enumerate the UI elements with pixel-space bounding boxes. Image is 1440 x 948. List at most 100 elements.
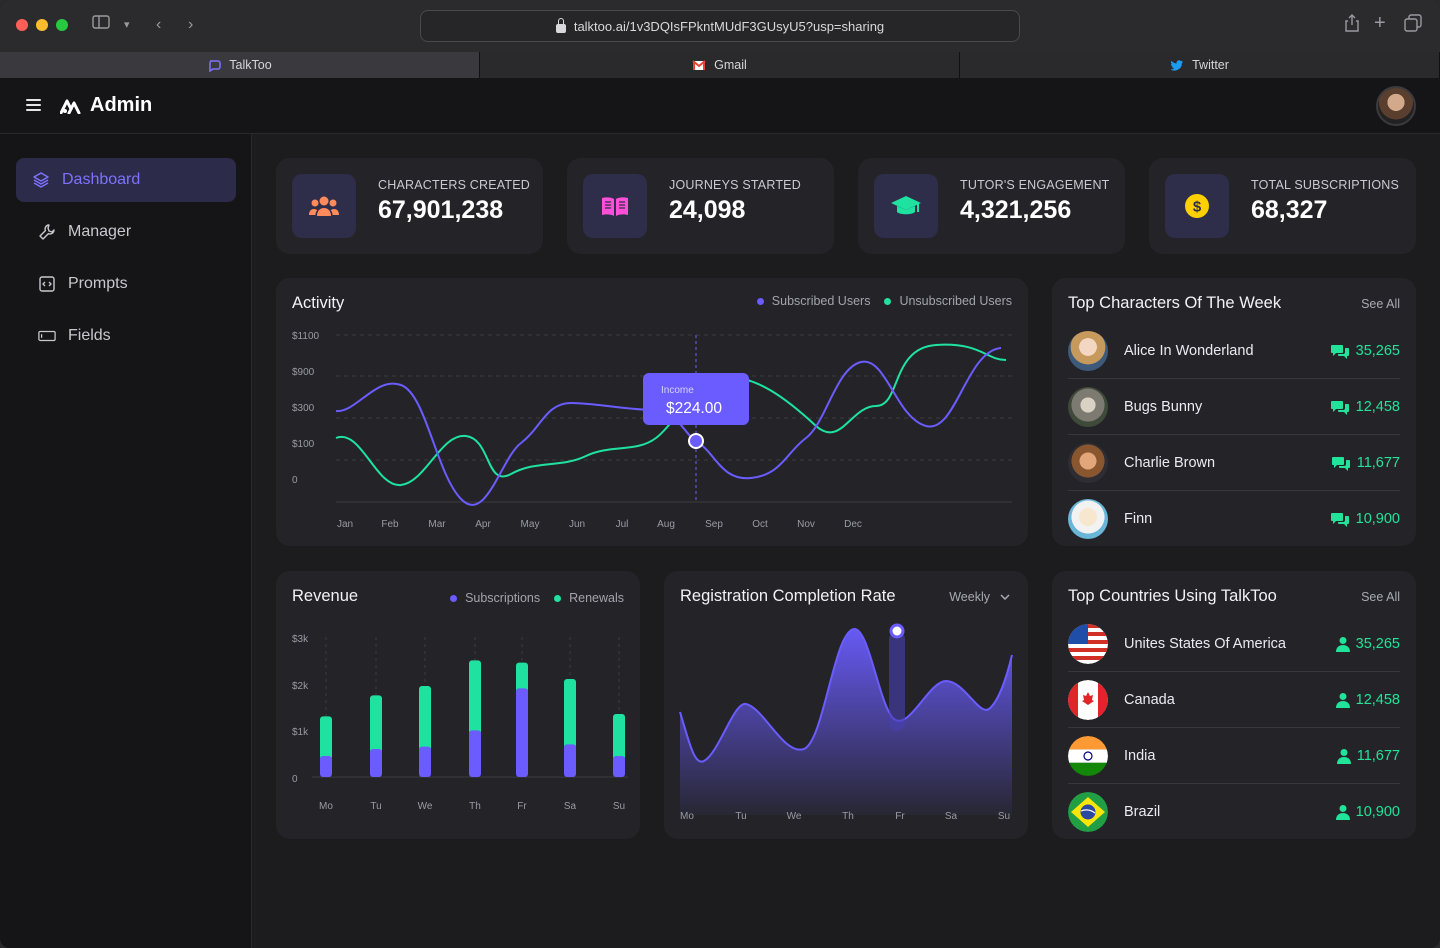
legend-label: Subscriptions [465, 591, 541, 605]
tab-overview-icon[interactable] [1404, 14, 1422, 39]
bar-subscriptions[interactable] [370, 749, 382, 777]
legend-label: Renewals [569, 591, 624, 605]
bar-renewals[interactable] [320, 716, 332, 760]
sidebar-item-fields[interactable]: Fields [16, 314, 236, 358]
period-dropdown[interactable]: Weekly [949, 590, 1010, 604]
country-count-value: 35,265 [1355, 635, 1400, 652]
close-window-button[interactable] [16, 19, 28, 31]
country-row[interactable]: Unites States Of America 35,265 [1068, 616, 1400, 672]
y-tick: $100 [292, 439, 315, 450]
sidebar: Dashboard Manager Prompts Fields [0, 134, 252, 948]
bar-subscriptions[interactable] [564, 744, 576, 777]
legend-renewals[interactable]: Renewals [554, 591, 624, 605]
x-tick: Sa [945, 811, 958, 822]
tooltip-label: Income [661, 385, 694, 396]
x-tick: We [418, 801, 433, 812]
menu-icon[interactable] [26, 99, 41, 111]
character-count: 35,265 [1330, 343, 1400, 359]
tab-gmail[interactable]: Gmail [480, 52, 960, 78]
revenue-legend: Subscriptions Renewals [450, 591, 624, 605]
series-subscribed-line [335, 347, 1002, 506]
user-icon [1335, 805, 1350, 820]
user-avatar[interactable] [1376, 86, 1416, 126]
legend-subscriptions[interactable]: Subscriptions [450, 591, 540, 605]
x-tick: May [521, 519, 540, 530]
y-tick: $1100 [292, 331, 320, 342]
series-unsubscribed-line [335, 343, 1007, 487]
hover-point[interactable] [688, 433, 704, 449]
legend-unsubscribed[interactable]: Unsubscribed Users [884, 294, 1012, 308]
forward-arrow-icon[interactable]: › [188, 16, 194, 33]
user-icon [1335, 692, 1350, 708]
country-count-value: 12,458 [1355, 691, 1400, 708]
back-arrow-icon[interactable]: ‹ [156, 16, 162, 33]
country-row[interactable]: Brazil 10,900 [1068, 784, 1400, 840]
bar-renewals[interactable] [564, 679, 576, 749]
chat-icon [1330, 513, 1349, 527]
bar-renewals[interactable] [419, 686, 431, 751]
minimize-window-button[interactable] [36, 19, 48, 31]
bar-renewals[interactable] [516, 662, 528, 693]
sidebar-item-dashboard[interactable]: Dashboard [16, 158, 236, 202]
maximize-window-button[interactable] [56, 19, 68, 31]
bar-subscriptions[interactable] [516, 688, 528, 777]
stat-card-characters: CHARACTERS CREATED 67,901,238 [276, 158, 543, 254]
y-tick: $300 [292, 403, 315, 414]
country-name: Unites States Of America [1124, 635, 1286, 652]
tab-talktoo[interactable]: TalkToo [0, 52, 480, 78]
chevron-down-icon [1000, 594, 1010, 600]
character-row[interactable]: Bugs Bunny 12,458 [1068, 379, 1400, 435]
x-tick: Th [842, 811, 854, 822]
bar-subscriptions[interactable] [320, 756, 332, 777]
bar-subscriptions[interactable] [419, 746, 431, 777]
character-count-value: 10,900 [1355, 511, 1400, 527]
character-name: Alice In Wonderland [1124, 342, 1254, 359]
app-header: Admin [0, 78, 1440, 134]
tooltip-value: $224.00 [666, 400, 722, 417]
character-avatar [1068, 442, 1108, 483]
layers-icon [32, 171, 50, 189]
sidebar-item-manager[interactable]: Manager [16, 210, 236, 254]
x-tick: Fr [517, 801, 527, 812]
sidebar-item-label: Dashboard [62, 171, 141, 188]
character-row[interactable]: Finn 10,900 [1068, 491, 1400, 547]
sidebar-toggle-icon[interactable] [92, 14, 110, 37]
country-row[interactable]: Canada 12,458 [1068, 672, 1400, 728]
country-count: 11,677 [1336, 748, 1400, 764]
x-tick: Th [469, 801, 481, 812]
new-tab-icon[interactable]: + [1374, 12, 1386, 34]
sidebar-item-prompts[interactable]: Prompts [16, 262, 236, 306]
brand[interactable]: Admin [60, 94, 152, 117]
bar-subscriptions[interactable] [469, 730, 481, 777]
gmail-icon [692, 60, 706, 70]
country-row[interactable]: India 11,677 [1068, 728, 1400, 784]
country-count: 12,458 [1335, 691, 1400, 708]
chevron-down-icon[interactable]: ▾ [124, 19, 130, 31]
svg-text:$: $ [1193, 199, 1202, 216]
bar-subscriptions[interactable] [613, 756, 625, 777]
x-tick: Feb [381, 519, 399, 530]
top-characters-card: Top Characters Of The Week See All Alice… [1052, 278, 1416, 546]
highlight-point[interactable] [889, 623, 905, 639]
legend-dot [554, 594, 562, 602]
book-icon [583, 174, 647, 238]
see-all-link[interactable]: See All [1361, 297, 1400, 311]
character-count-value: 35,265 [1355, 342, 1400, 359]
stat-label: TUTOR'S ENGAGEMENT [960, 178, 1110, 192]
see-all-link[interactable]: See All [1361, 590, 1400, 604]
share-icon[interactable] [1344, 14, 1360, 39]
graduation-cap-icon [874, 174, 938, 238]
tab-twitter[interactable]: Twitter [960, 52, 1440, 78]
registration-area [680, 628, 1012, 815]
address-bar[interactable]: talktoo.ai/1v3DQIsFPkntMUdF3GUsyU5?usp=s… [420, 10, 1020, 42]
top-countries-title: Top Countries Using TalkToo [1068, 587, 1277, 605]
usa-flag [1068, 623, 1108, 664]
character-row[interactable]: Alice In Wonderland 35,265 [1068, 323, 1400, 379]
bar-renewals[interactable] [613, 714, 625, 760]
browser-titlebar: ▾ ‹ › talktoo.ai/1v3DQIsFPkntMUdF3GUsyU5… [0, 0, 1440, 52]
x-tick: Sep [705, 519, 723, 530]
bar-renewals[interactable] [469, 660, 481, 735]
character-row[interactable]: Charlie Brown 11,677 [1068, 435, 1400, 491]
legend-subscribed[interactable]: Subscribed Users [756, 294, 870, 308]
bar-renewals[interactable] [370, 695, 382, 753]
